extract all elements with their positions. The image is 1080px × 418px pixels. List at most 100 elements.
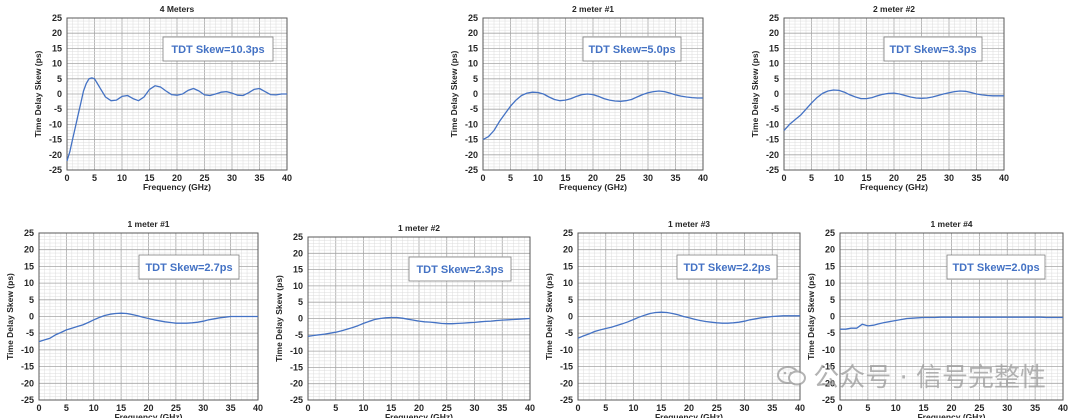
x-tick-label: 25 (199, 173, 209, 183)
plot-border (482, 17, 704, 171)
y-tick-label: -15 (49, 135, 62, 145)
x-tick-label: 0 (480, 173, 485, 183)
x-tick-label: 20 (414, 403, 424, 413)
x-tick-label: 0 (781, 173, 786, 183)
y-tick-label: -10 (822, 345, 835, 355)
y-tick-label: 10 (769, 59, 779, 69)
y-tick-label: 15 (52, 43, 62, 53)
x-tick-label: 35 (1030, 403, 1040, 413)
x-tick-label: 0 (64, 173, 69, 183)
x-tick-label: 40 (253, 403, 263, 413)
y-axis-label: Time Delay Skew (ps) (544, 273, 554, 360)
x-tick-label: 35 (670, 173, 680, 183)
y-tick-label: -20 (560, 378, 573, 388)
y-tick-label: -5 (565, 328, 573, 338)
y-tick-label: -10 (465, 119, 478, 129)
x-tick-label: 25 (615, 173, 625, 183)
y-tick-label: -15 (822, 362, 835, 372)
y-tick-label: 20 (769, 28, 779, 38)
annotation-text: TDT Skew=3.3ps (889, 44, 976, 56)
y-tick-label: -25 (560, 395, 573, 405)
x-tick-label: 30 (469, 403, 479, 413)
y-tick-label: 10 (52, 59, 62, 69)
y-tick-label: 5 (830, 295, 835, 305)
y-tick-label: 20 (563, 245, 573, 255)
annotation-box (676, 254, 778, 280)
x-tick-label: 10 (89, 403, 99, 413)
y-tick-label: -20 (49, 150, 62, 160)
y-tick-label: -25 (822, 395, 835, 405)
y-tick-label: 15 (825, 261, 835, 271)
x-tick-label: 5 (333, 403, 338, 413)
y-tick-label: 0 (57, 89, 62, 99)
y-tick-label: -15 (290, 362, 303, 372)
y-axis-label: Time Delay Skew (ps) (449, 50, 459, 137)
x-tick-label: 0 (305, 403, 310, 413)
annotation-box (408, 256, 512, 282)
y-tick-label: 5 (473, 74, 478, 84)
y-tick-label: 5 (29, 295, 34, 305)
x-tick-label: 5 (603, 403, 608, 413)
y-tick-label: 25 (52, 13, 62, 23)
y-tick-label: -20 (766, 150, 779, 160)
x-tick-label: 25 (916, 173, 926, 183)
annotation-box (883, 36, 983, 62)
x-tick-label: 0 (36, 403, 41, 413)
series-line (307, 316, 531, 338)
y-tick-label: -25 (290, 395, 303, 405)
annotation-text: TDT Skew=10.3ps (171, 44, 264, 56)
y-tick-label: 5 (568, 295, 573, 305)
y-tick-label: 20 (825, 245, 835, 255)
wechat-icon (777, 365, 807, 385)
x-tick-label: 0 (837, 403, 842, 413)
x-axis-label: Frequency (GHz) (655, 412, 723, 418)
x-tick-label: 20 (684, 403, 694, 413)
x-tick-label: 35 (226, 403, 236, 413)
x-tick-label: 5 (865, 403, 870, 413)
series-line (577, 311, 800, 339)
y-tick-label: 0 (29, 312, 34, 322)
y-tick-label: -15 (560, 362, 573, 372)
y-axis-label: Time Delay Skew (ps) (274, 275, 284, 362)
x-tick-label: 30 (227, 173, 237, 183)
y-tick-label: 20 (24, 245, 34, 255)
x-tick-label: 20 (889, 173, 899, 183)
y-tick-label: -10 (560, 345, 573, 355)
x-tick-label: 25 (712, 403, 722, 413)
x-tick-label: 10 (628, 403, 638, 413)
y-tick-label: -10 (49, 119, 62, 129)
x-tick-label: 0 (575, 403, 580, 413)
plot-border (839, 232, 1064, 401)
y-tick-label: -15 (465, 135, 478, 145)
x-tick-label: 15 (861, 173, 871, 183)
y-axis-label: Time Delay Skew (ps) (750, 50, 760, 137)
y-tick-label: 20 (52, 28, 62, 38)
x-tick-label: 25 (974, 403, 984, 413)
y-axis-label: Time Delay Skew (ps) (806, 273, 816, 360)
y-tick-label: 25 (769, 13, 779, 23)
x-tick-label: 20 (172, 173, 182, 183)
y-tick-label: 25 (293, 232, 303, 242)
y-tick-label: 0 (830, 312, 835, 322)
y-tick-label: -5 (470, 104, 478, 114)
y-tick-label: 5 (298, 297, 303, 307)
x-tick-label: 5 (64, 403, 69, 413)
x-tick-label: 20 (143, 403, 153, 413)
x-tick-label: 5 (809, 173, 814, 183)
y-tick-label: -5 (295, 330, 303, 340)
plot-border (577, 232, 801, 401)
x-axis-label: Frequency (GHz) (114, 412, 182, 418)
x-axis-label: Frequency (GHz) (559, 182, 627, 192)
x-tick-label: 35 (971, 173, 981, 183)
y-tick-label: 5 (57, 74, 62, 84)
chart-title: 1 meter #4 (930, 219, 972, 229)
series-line (482, 90, 703, 141)
x-tick-label: 5 (92, 173, 97, 183)
x-tick-label: 20 (946, 403, 956, 413)
